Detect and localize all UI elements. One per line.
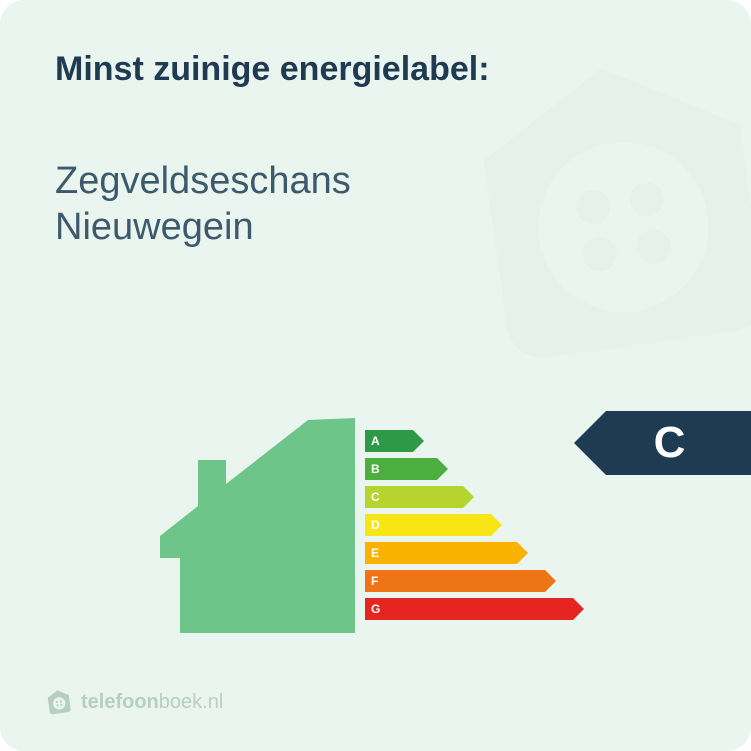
bar-label: B	[371, 458, 380, 480]
rating-arrow-left	[574, 411, 606, 475]
phonebook-icon	[43, 686, 75, 718]
bar-body: D	[365, 514, 491, 536]
infographic-card: Minst zuinige energielabel: Zegveldsesch…	[0, 0, 751, 751]
footer-text: telefoonboek.nl	[81, 691, 223, 714]
energy-bar-b: B	[365, 458, 437, 480]
energy-bar-f: F	[365, 570, 545, 592]
bar-body: A	[365, 430, 413, 452]
bar-arrow-icon	[573, 598, 584, 620]
bar-label: F	[371, 570, 378, 592]
bar-arrow-icon	[463, 486, 474, 508]
bar-label: A	[371, 430, 380, 452]
bar-label: E	[371, 542, 379, 564]
energy-bar-c: C	[365, 486, 463, 508]
energy-bar-g: G	[365, 598, 573, 620]
footer-brand: telefoonboek.nl	[45, 688, 223, 716]
bar-body: B	[365, 458, 437, 480]
brand-light: boek.nl	[159, 691, 224, 713]
subtitle-line1: Zegveldseschans	[55, 160, 351, 202]
energy-bar-a: A	[365, 430, 413, 452]
bar-label: G	[371, 598, 380, 620]
bar-label: C	[371, 486, 380, 508]
subtitle-line2: Nieuwegein	[55, 206, 254, 248]
energy-bar-e: E	[365, 542, 517, 564]
bar-arrow-icon	[491, 514, 502, 536]
rating-letter: C	[654, 418, 686, 468]
rating-tag: C	[574, 411, 751, 475]
energy-chart: ABCDEFG C	[0, 390, 751, 650]
bar-body: E	[365, 542, 517, 564]
card-title: Minst zuinige energielabel:	[55, 50, 696, 89]
bar-body: G	[365, 598, 573, 620]
brand-bold: telefoon	[81, 691, 159, 713]
energy-bar-d: D	[365, 514, 491, 536]
bar-body: F	[365, 570, 545, 592]
bar-body: C	[365, 486, 463, 508]
bar-arrow-icon	[517, 542, 528, 564]
house-icon	[160, 418, 355, 633]
rating-body: C	[606, 411, 751, 475]
bar-arrow-icon	[437, 458, 448, 480]
bar-arrow-icon	[413, 430, 424, 452]
bar-label: D	[371, 514, 380, 536]
bar-arrow-icon	[545, 570, 556, 592]
card-subtitle: Zegveldseschans Nieuwegein	[55, 159, 696, 250]
